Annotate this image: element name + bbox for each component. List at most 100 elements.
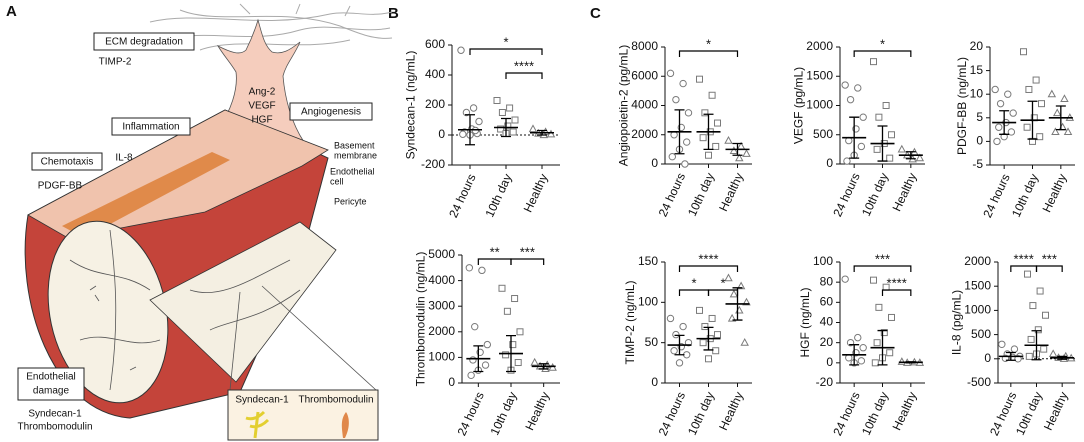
y-tick-label: 600 [425, 37, 445, 51]
point [684, 109, 693, 117]
y-tick-label: 3000 [428, 298, 455, 312]
point [915, 153, 925, 162]
y-tick-label: 200 [425, 97, 445, 111]
point [712, 142, 720, 150]
point [469, 104, 478, 112]
point [1007, 128, 1016, 136]
label: membrane [334, 150, 377, 160]
point [459, 130, 467, 138]
point [497, 125, 505, 133]
significance-bracket [510, 258, 545, 265]
significance-bracket [469, 48, 543, 55]
point [729, 289, 739, 298]
label: cell [330, 176, 344, 186]
sd-bar [703, 113, 714, 151]
sd-bar [473, 345, 484, 373]
y-tick-label: 10 [970, 86, 984, 100]
point [469, 356, 477, 364]
inset [227, 389, 379, 441]
y-tick-label: 5000 [428, 247, 455, 261]
point [1036, 133, 1044, 141]
point [467, 371, 475, 380]
significance-bracket [707, 289, 739, 296]
significance-label: * [880, 36, 885, 51]
label: Inflammation [122, 122, 179, 133]
sd-bar [877, 125, 888, 162]
point [668, 152, 676, 161]
point [503, 307, 511, 315]
x-tick-label: 10th day [685, 390, 717, 438]
point [708, 91, 716, 99]
x-tick-label: 24 hours [656, 390, 688, 438]
point [696, 306, 703, 314]
point [993, 137, 1001, 146]
x-tick-label: Healthy [1040, 172, 1070, 215]
sd-bar [877, 329, 888, 366]
y-tick-label: 500 [971, 327, 991, 341]
point [873, 145, 881, 153]
point [888, 313, 895, 321]
y-tick-label: 1000 [428, 350, 455, 364]
inset-label: Syndecan-1 [235, 395, 289, 406]
point [870, 58, 877, 66]
x-tick-label: 24 hours [446, 172, 478, 220]
point [514, 359, 522, 367]
label: Endothelial [330, 166, 375, 176]
y-tick-label: 5 [976, 110, 983, 124]
point [1060, 94, 1069, 103]
significance-bracket [853, 265, 912, 272]
sd-bar [506, 334, 516, 373]
significance-bracket [881, 289, 912, 296]
point [701, 323, 709, 331]
point [859, 344, 867, 352]
point [1048, 349, 1058, 358]
vessel-illustration: Syndecan-1 Thrombomodulin ECM degradatio… [17, 3, 393, 441]
sd-bar [1057, 355, 1068, 360]
point [1024, 270, 1031, 278]
y-tick-label: 50 [645, 335, 659, 349]
significance-bracket [1010, 265, 1038, 272]
x-tick-label: 10th day [1009, 172, 1041, 220]
x-tick-label: 24 hours [830, 390, 862, 438]
panel-label: A [6, 3, 17, 20]
point [708, 314, 716, 322]
point [897, 357, 907, 365]
y-tick-label: 4000 [631, 98, 658, 112]
y-tick-label: -20 [816, 375, 834, 389]
point [705, 151, 712, 159]
point [679, 79, 687, 88]
label: ECM degradation [105, 37, 183, 48]
point [681, 160, 689, 168]
point [696, 75, 703, 83]
y-tick-label: 0 [651, 156, 658, 170]
point [742, 149, 751, 157]
significance-label: *** [520, 244, 535, 259]
sd-bar [465, 114, 475, 146]
y-tick-label: 100 [813, 254, 833, 268]
point [457, 46, 465, 54]
point [509, 341, 517, 349]
point [880, 329, 888, 337]
point [683, 138, 691, 146]
strip-chart: -200 0 200 400 600 Syndecan-1 (ng/mL) 24 hours… [403, 34, 560, 220]
point [1038, 100, 1045, 108]
x-tick-label: 10th day [487, 390, 519, 438]
label-box [31, 152, 103, 171]
x-tick-label: 10th day [685, 171, 717, 219]
y-axis-title: Angiopoietin-2 (pg/mL) [616, 45, 630, 166]
x-tick-label: 24 hours [656, 171, 688, 219]
callout [229, 285, 377, 391]
label-box [111, 117, 191, 136]
label: IL-8 [115, 153, 133, 164]
label: VEGF [248, 101, 275, 112]
y-tick-label: 0 [976, 134, 983, 148]
label: Endothelial [26, 372, 75, 383]
point [699, 339, 707, 347]
significance-label: **** [887, 275, 907, 290]
point [1020, 48, 1027, 56]
y-tick-label: 150 [638, 254, 658, 268]
significance-bracket [853, 50, 912, 57]
y-tick-label: 20 [970, 39, 984, 53]
y-tick-label: -500 [967, 375, 991, 389]
